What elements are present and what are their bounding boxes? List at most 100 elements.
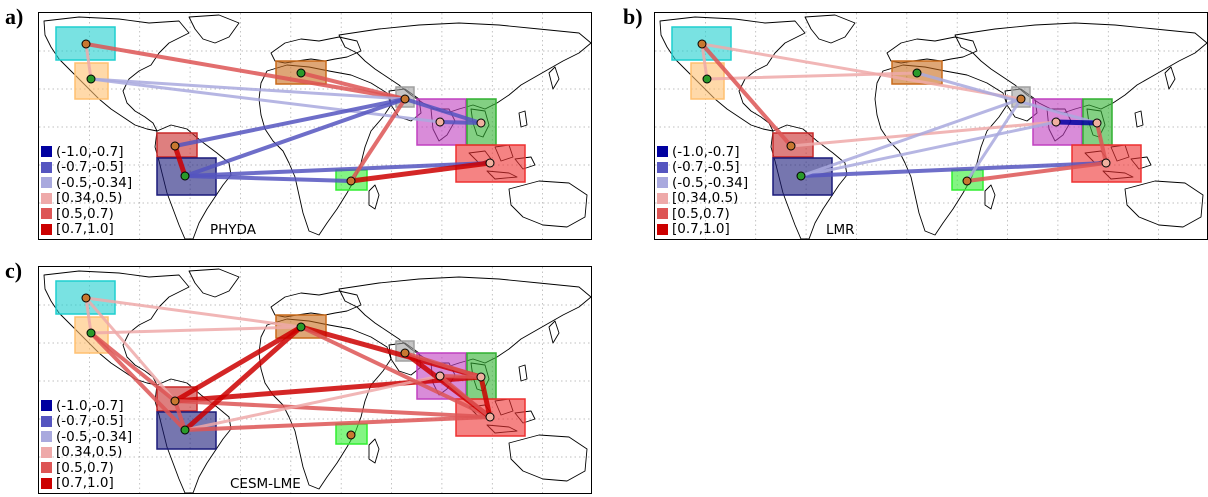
region-dot-seasia [1092, 118, 1102, 128]
legend-label: (-0.7,-0.5] [672, 159, 740, 176]
link-nwamerica-nsamerica [700, 42, 793, 148]
link-seasia-indonesia [478, 374, 493, 420]
coastline [804, 14, 856, 44]
legend-swatch [41, 192, 52, 204]
coastline [258, 64, 392, 236]
coastline [338, 276, 591, 368]
legend-label: [0.5,0.7) [56, 205, 114, 222]
region-dot-nsamerica [170, 396, 180, 406]
map-panel: (-1.0,-0.7] (-0.7,-0.5] (-0.5,-0.34] [0.34,… [38, 12, 592, 240]
legend-swatch [657, 177, 668, 189]
legend-row: (-0.5,-0.34] [41, 175, 132, 191]
teleconnection-links [84, 296, 493, 433]
legend-row: [0.34,0.5) [41, 444, 132, 461]
region-dot-nsamerica [170, 141, 180, 151]
legend: (-1.0,-0.7] (-0.7,-0.5] (-0.5,-0.34] [0.34,… [41, 398, 132, 491]
link-nsamerica-seasia [172, 374, 484, 404]
coastline [188, 14, 240, 44]
region-dot-nwamerica [81, 293, 91, 303]
coastline [518, 110, 528, 128]
legend-row: [0.7,1.0] [41, 475, 132, 492]
dataset-label: PHYDA [210, 222, 256, 238]
coastline [548, 66, 560, 90]
link-swus-mediterranean [705, 71, 919, 81]
legend-label: (-0.5,-0.34] [56, 174, 133, 191]
legend-swatch [41, 477, 52, 489]
link-middleeast-seasia [403, 97, 483, 125]
legend-label: (-1.0,-0.7] [56, 143, 124, 160]
coastline [984, 184, 996, 210]
legend-label: [0.7,1.0] [56, 475, 114, 492]
legend-row: [0.34,0.5) [657, 190, 748, 207]
link-seasia-indonesia [1095, 121, 1108, 165]
link-amazon-indonesia [799, 161, 1108, 178]
legend-label: (-0.7,-0.5] [56, 159, 124, 176]
region-dots [697, 39, 1111, 186]
link-amazon-middleeast [799, 97, 1023, 178]
legend-row: [0.7,1.0] [657, 221, 748, 237]
legend-label: [0.7,1.0] [56, 221, 114, 238]
map-canvas [655, 13, 1207, 239]
legend-row: (-1.0,-0.7] [41, 398, 132, 414]
legend-row: [0.5,0.7) [41, 460, 132, 476]
link-amazon-mediterranean [182, 324, 304, 433]
map-panel: (-1.0,-0.7] (-0.7,-0.5] (-0.5,-0.34] [0.34,… [654, 12, 1208, 240]
coastline [188, 268, 240, 298]
link-nwamerica-swus [84, 42, 93, 81]
dataset-label: LMR [826, 222, 855, 238]
region-dot-amazon [180, 171, 190, 181]
panel-letter: b) [623, 4, 643, 29]
legend-swatch [41, 208, 52, 220]
legend-label: [0.34,0.5) [56, 444, 123, 461]
region-dot-seasia [476, 118, 486, 128]
link-mediterranean-seasia [915, 71, 1099, 125]
legend-row: (-0.7,-0.5] [41, 159, 132, 176]
link-amazon-india [799, 120, 1058, 178]
legend-swatch [41, 400, 52, 412]
link-india-seasia [1053, 119, 1100, 126]
link-eastafrica-indonesia [348, 160, 493, 184]
legend-swatch [41, 146, 52, 158]
region-dot-eastafrica [962, 176, 972, 186]
region-dot-indonesia [485, 412, 495, 422]
link-mediterranean-middleeast [299, 71, 407, 101]
region-dot-india [435, 371, 445, 381]
region-dot-middleeast [400, 348, 410, 358]
link-amazon-middleeast [183, 97, 407, 178]
legend-row: (-0.7,-0.5] [657, 159, 748, 176]
coastline [508, 434, 588, 482]
region-dot-indonesia [485, 158, 495, 168]
dataset-label: CESM-LME [230, 476, 301, 492]
link-nwamerica-middleeast [84, 42, 407, 101]
link-amazon-indonesia [183, 161, 492, 178]
link-india-indonesia [438, 374, 492, 419]
legend-row: (-0.7,-0.5] [41, 413, 132, 429]
region-dot-swus [86, 328, 96, 338]
legend: (-1.0,-0.7] (-0.7,-0.5] (-0.5,-0.34] [0.34,… [657, 144, 748, 237]
region-dot-nwamerica [697, 39, 707, 49]
legend-swatch [41, 415, 52, 427]
region-dot-mediterranean [296, 322, 306, 332]
legend-label: [0.34,0.5) [672, 190, 739, 207]
region-dot-swus [86, 74, 96, 84]
legend-row: (-0.5,-0.34] [657, 175, 748, 191]
region-dot-india [1051, 117, 1061, 127]
region-dot-nsamerica [786, 141, 796, 151]
link-middleeast-eastafrica [965, 97, 1023, 183]
region-dot-mediterranean [912, 68, 922, 78]
legend-label: (-1.0,-0.7] [56, 397, 124, 414]
map-canvas [39, 267, 591, 493]
link-nsamerica-amazon [172, 143, 188, 179]
region-dot-mediterranean [296, 68, 306, 78]
coastline [508, 180, 588, 228]
link-amazon-eastafrica [183, 174, 353, 183]
panel-letter: a) [5, 4, 24, 29]
region-dot-middleeast [400, 94, 410, 104]
link-nsamerica-amazon [173, 399, 187, 432]
coastline [518, 364, 528, 382]
legend-swatch [657, 192, 668, 204]
coastline [548, 320, 560, 344]
legend-swatch [41, 446, 52, 458]
region-dots [81, 39, 495, 186]
legend-swatch [657, 161, 668, 173]
